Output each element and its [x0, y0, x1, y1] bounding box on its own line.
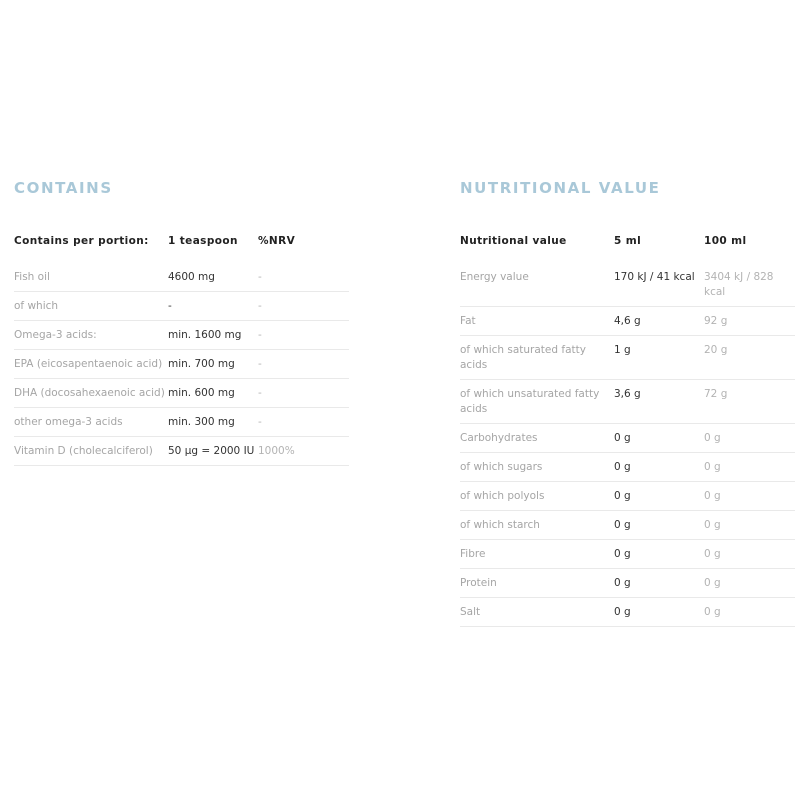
contains-table: Contains per portion: 1 teaspoon %NRV Fi… [14, 235, 349, 466]
row-label: of which [14, 291, 168, 321]
row-value-secondary: - [258, 349, 349, 379]
row-value-secondary: - [258, 378, 349, 408]
contains-section: CONTAINS Contains per portion: 1 teaspoo… [14, 178, 349, 466]
table-row: Energy value 170 kJ / 41 kcal 3404 kJ / 82… [460, 263, 795, 307]
column-header: Nutritional value [460, 235, 567, 247]
row-label: of which saturated fatty acids [460, 335, 614, 380]
row-value-secondary: 92 g [704, 306, 795, 336]
row-value-secondary: - [258, 320, 349, 350]
row-label: other omega-3 acids [14, 407, 168, 437]
table-row: DHA (docosahexaenoic acid) min. 600 mg - [14, 378, 349, 408]
row-value: 50 µg = 2000 IU [168, 436, 258, 466]
table-row: Fish oil 4600 mg - [14, 263, 349, 292]
row-label: Carbohydrates [460, 423, 614, 453]
row-value-secondary: - [258, 407, 349, 437]
nutrition-table: Nutritional value 5 ml 100 ml Energy val… [460, 235, 795, 627]
row-value-secondary: - [258, 263, 349, 292]
row-value: 1 g [614, 335, 704, 380]
row-label: of which starch [460, 510, 614, 540]
nutrition-title: NUTRITIONAL VALUE [460, 179, 661, 197]
row-value: 0 g [614, 510, 704, 540]
row-label: Omega-3 acids: [14, 320, 168, 350]
row-value-secondary: 0 g [704, 481, 795, 511]
row-value-secondary: 1000% [258, 436, 349, 466]
row-label: EPA (eicosapentaenoic acid) [14, 349, 168, 379]
row-value-secondary: - [258, 291, 349, 321]
table-header-row: Contains per portion: 1 teaspoon %NRV [14, 235, 349, 263]
row-value-secondary: 0 g [704, 452, 795, 482]
column-header: Contains per portion: [14, 235, 149, 247]
column-header: 1 teaspoon [168, 235, 238, 247]
row-value: min. 600 mg [168, 378, 258, 408]
row-value: 0 g [614, 481, 704, 511]
row-value: 170 kJ / 41 kcal [614, 263, 704, 307]
column-header: 100 ml [704, 235, 747, 247]
table-row: of which saturated fatty acids 1 g 20 g [460, 335, 795, 380]
column-header: 5 ml [614, 235, 642, 247]
row-label: Fish oil [14, 263, 168, 292]
nutrition-section: NUTRITIONAL VALUE Nutritional value 5 ml… [460, 178, 795, 627]
table-row: Fat 4,6 g 92 g [460, 306, 795, 336]
table-header-row: Nutritional value 5 ml 100 ml [460, 235, 795, 263]
table-row: of which unsaturated fatty acids 3,6 g 72 … [460, 379, 795, 424]
row-label: of which polyols [460, 481, 614, 511]
table-row: Omega-3 acids: min. 1600 mg - [14, 320, 349, 350]
row-value-secondary: 0 g [704, 568, 795, 598]
row-value-secondary: 0 g [704, 510, 795, 540]
row-label: of which sugars [460, 452, 614, 482]
row-label: Salt [460, 597, 614, 627]
row-value-secondary: 3404 kJ / 828 kcal [704, 263, 795, 307]
row-value: 0 g [614, 597, 704, 627]
table-row: other omega-3 acids min. 300 mg - [14, 407, 349, 437]
column-header: %NRV [258, 235, 296, 247]
row-value: 0 g [614, 568, 704, 598]
row-value-secondary: 20 g [704, 335, 795, 380]
row-value: - [168, 291, 258, 321]
row-value: 0 g [614, 423, 704, 453]
row-label: Vitamin D (cholecalciferol) [14, 436, 168, 466]
row-label: Energy value [460, 263, 614, 307]
row-label: DHA (docosahexaenoic acid) [14, 378, 168, 408]
row-value-secondary: 72 g [704, 379, 795, 424]
row-value: min. 1600 mg [168, 320, 258, 350]
row-label: of which unsaturated fatty acids [460, 379, 614, 424]
row-label: Fat [460, 306, 614, 336]
row-value: 4600 mg [168, 263, 258, 292]
row-value: 4,6 g [614, 306, 704, 336]
row-value: 0 g [614, 452, 704, 482]
row-value: 0 g [614, 539, 704, 569]
row-value-secondary: 0 g [704, 539, 795, 569]
row-value-secondary: 0 g [704, 597, 795, 627]
row-value-secondary: 0 g [704, 423, 795, 453]
row-value: min. 300 mg [168, 407, 258, 437]
table-row: Vitamin D (cholecalciferol) 50 µg = 2000 … [14, 436, 349, 466]
table-row: EPA (eicosapentaenoic acid) min. 700 mg - [14, 349, 349, 379]
table-row: of which - - [14, 291, 349, 321]
row-value: 3,6 g [614, 379, 704, 424]
row-label: Fibre [460, 539, 614, 569]
contains-title: CONTAINS [14, 179, 113, 197]
row-label: Protein [460, 568, 614, 598]
row-value: min. 700 mg [168, 349, 258, 379]
